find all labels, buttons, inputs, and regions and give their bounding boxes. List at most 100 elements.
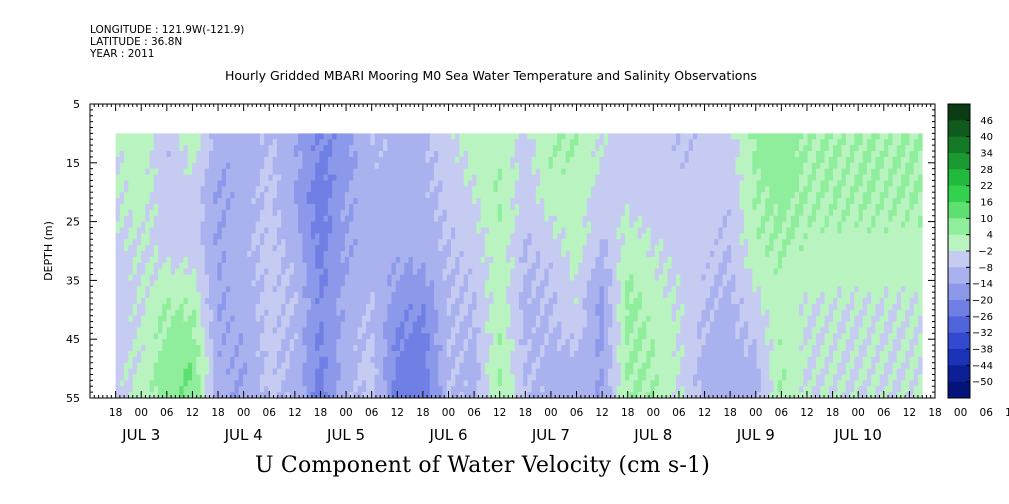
field-cell [247, 321, 252, 328]
field-cell [285, 362, 291, 369]
field-cell [315, 392, 320, 398]
field-cell [132, 145, 138, 152]
field-cell [141, 345, 146, 352]
field-cell [145, 368, 150, 375]
field-cell [115, 233, 121, 240]
field-cell [306, 268, 312, 275]
field-cell [374, 292, 380, 299]
field-cell [404, 327, 409, 334]
field-cell [357, 350, 363, 358]
field-cell [395, 133, 401, 140]
field-cell [446, 239, 452, 246]
field-cell [557, 386, 562, 393]
field-cell [523, 274, 528, 281]
field-cell [234, 292, 240, 299]
field-cell [476, 333, 482, 340]
field-cell [230, 239, 235, 246]
field-cell [361, 262, 367, 270]
field-cell [192, 256, 197, 264]
field-cell [268, 239, 274, 246]
field-cell [234, 262, 240, 270]
field-cell [357, 227, 363, 234]
field-cell [378, 333, 384, 340]
field-cell [497, 303, 503, 311]
field-cell [298, 198, 303, 205]
field-cell [124, 333, 129, 340]
field-cell [489, 262, 494, 270]
field-cell [514, 380, 520, 387]
field-cell [238, 345, 244, 352]
field-cell [149, 309, 155, 317]
field-cell [518, 133, 524, 140]
field-cell [357, 280, 363, 287]
field-cell [391, 298, 397, 305]
field-cell [315, 162, 320, 170]
field-cell [569, 362, 575, 369]
field-cell [442, 256, 448, 264]
field-cell [289, 392, 295, 398]
field-cell [230, 315, 235, 322]
field-cell [225, 368, 231, 375]
field-cell [442, 139, 448, 146]
field-cell [306, 315, 312, 322]
field-cell [569, 315, 575, 322]
field-cell [501, 198, 507, 205]
field-cell [149, 368, 155, 375]
field-cell [204, 356, 210, 364]
field-cell [323, 192, 329, 199]
field-cell [484, 303, 490, 311]
field-cell [438, 186, 443, 193]
field-cell [136, 380, 142, 387]
field-cell [417, 292, 422, 299]
field-cell [450, 292, 456, 299]
field-cell [357, 286, 363, 293]
field-cell [442, 392, 448, 398]
field-cell [251, 362, 257, 369]
field-cell [285, 151, 291, 158]
field-cell [514, 186, 520, 193]
field-cell [166, 145, 172, 152]
field-cell [557, 174, 562, 181]
field-cell [523, 198, 528, 205]
field-cell [319, 362, 325, 369]
field-cell [361, 245, 367, 252]
field-cell [353, 380, 358, 387]
field-cell [306, 386, 312, 393]
field-cell [378, 268, 384, 275]
field-cell [446, 327, 452, 334]
field-cell [310, 380, 316, 387]
field-cell [327, 168, 333, 175]
field-cell [217, 139, 223, 146]
field-cell [552, 221, 558, 228]
field-cell [340, 333, 346, 340]
field-cell [480, 239, 486, 246]
field-cell [166, 274, 172, 281]
field-cell [149, 327, 155, 334]
field-cell [183, 192, 189, 199]
field-cell [323, 292, 329, 299]
field-cell [247, 198, 252, 205]
field-cell [298, 245, 303, 252]
field-cell [463, 145, 469, 152]
field-cell [302, 286, 308, 293]
field-cell [285, 239, 291, 246]
field-cell [170, 251, 176, 258]
field-cell [234, 221, 240, 228]
field-cell [400, 151, 405, 158]
field-cell [141, 186, 146, 193]
field-cell [264, 133, 269, 140]
field-cell [442, 233, 448, 240]
field-cell [404, 203, 409, 211]
field-cell [217, 274, 223, 281]
field-cell [387, 345, 392, 352]
field-cell [459, 145, 465, 152]
field-cell [442, 274, 448, 281]
field-cell [136, 350, 142, 358]
field-cell [323, 286, 329, 293]
field-cell [187, 251, 193, 258]
field-cell [412, 374, 418, 381]
field-cell [535, 315, 541, 322]
field-cell [506, 133, 511, 140]
field-cell [349, 256, 354, 264]
field-cell [569, 339, 575, 346]
